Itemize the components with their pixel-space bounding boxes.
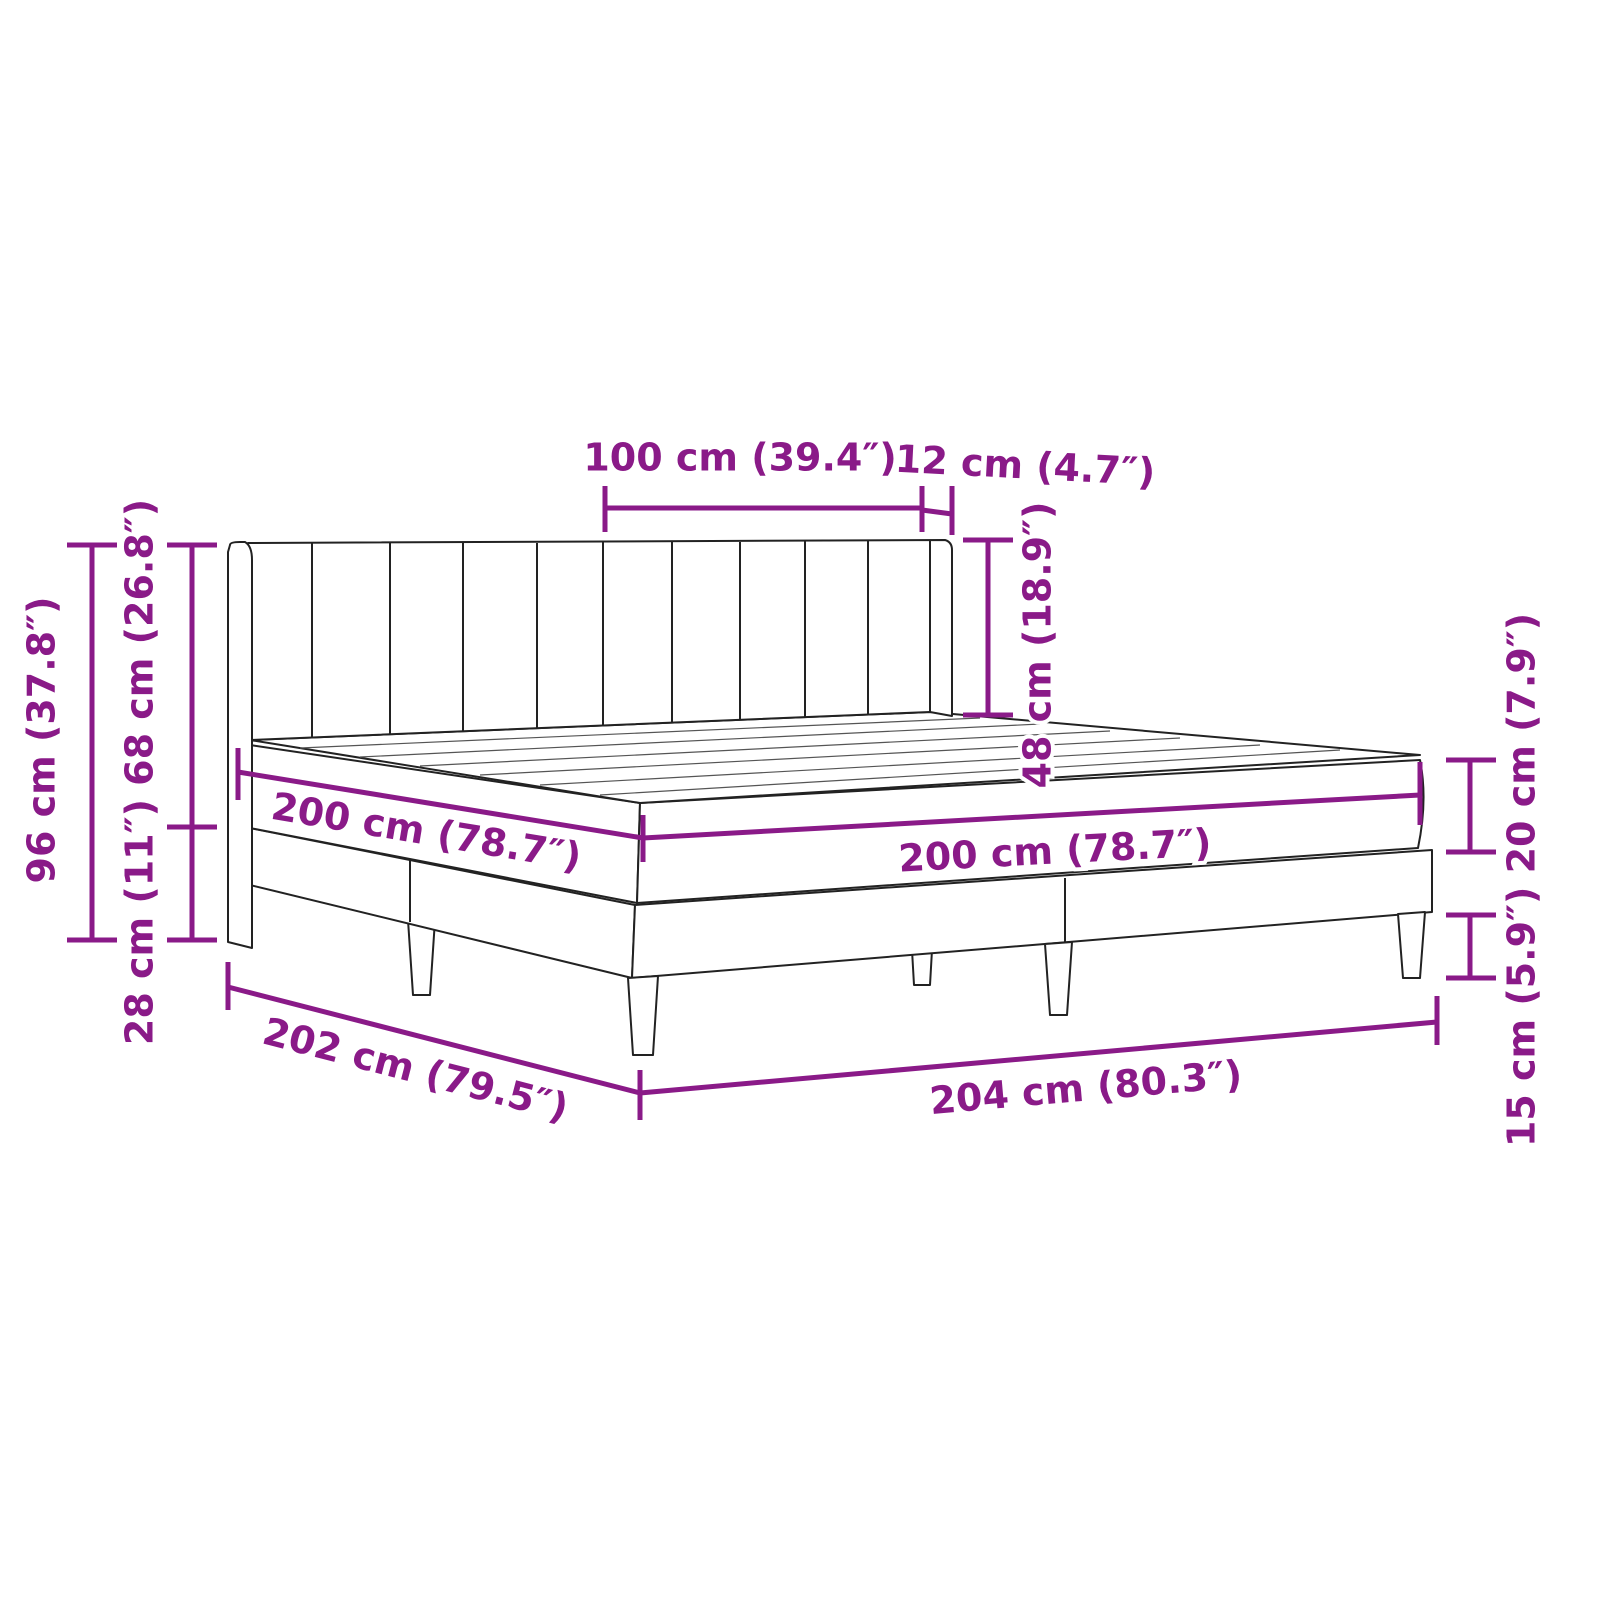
label-headboard-split: 28 cm (11″) 68 cm (26.8″) [118, 499, 162, 1045]
leg-back-left [407, 919, 436, 996]
leg-front-middle [1044, 941, 1073, 1016]
label-headboard-depth: 12 cm (4.7″) [894, 437, 1156, 495]
label-frame-length: 202 cm (79.5″) [258, 1009, 572, 1130]
dim-frame-width [639, 996, 1440, 1096]
dim-headboard-height [963, 537, 1013, 718]
dim-total-height [67, 542, 117, 943]
dim-frame-length [225, 962, 643, 1120]
dim-mattress-width [642, 762, 1423, 841]
headboard-side-panel [227, 541, 253, 949]
mattress-quilting [299, 717, 1341, 796]
headboard-channels [311, 540, 931, 737]
dim-mattress-length [235, 748, 646, 862]
base-front [631, 849, 1433, 979]
leg-front-left [627, 975, 659, 1056]
headboard-front [247, 539, 953, 741]
dim-headboard-width [602, 486, 955, 535]
dim-headboard-split [167, 542, 217, 943]
dim-mattress-height [1446, 757, 1496, 855]
label-total-height: 96 cm (37.8″) [20, 597, 64, 884]
label-right-heights: 15 cm (5.9″) 20 cm (7.9″) [1500, 613, 1544, 1147]
dimension-lines [67, 486, 1496, 1120]
label-headboard-height: 48 cm (18.9″) [1016, 502, 1060, 789]
dim-leg-height [1446, 912, 1496, 981]
label-headboard-width: 100 cm (39.4″) [583, 436, 896, 480]
leg-front-right [1397, 911, 1426, 979]
